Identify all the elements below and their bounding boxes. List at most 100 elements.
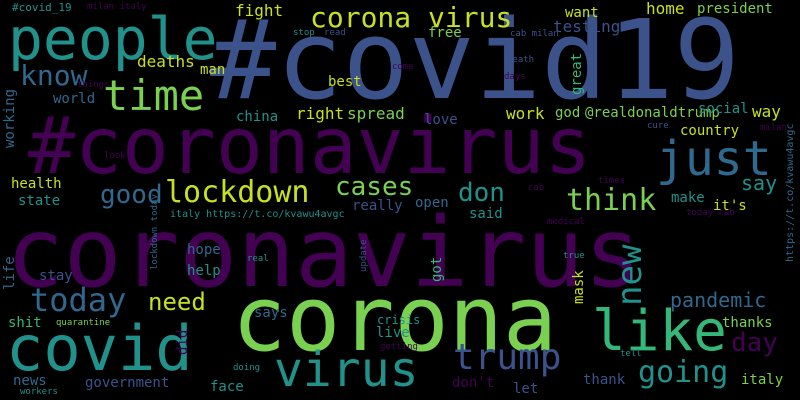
word-right: right	[296, 104, 345, 123]
word-got: got	[429, 256, 445, 282]
word-want: want	[565, 5, 599, 21]
word-corona-virus: corona virus	[310, 1, 513, 34]
word-just: just	[656, 131, 772, 187]
word-new: new	[610, 244, 650, 306]
word-testing: testing	[553, 17, 621, 36]
word-update: update	[359, 239, 369, 272]
word-deaths: deaths	[137, 52, 195, 71]
word-true: true	[563, 251, 585, 261]
word-real: real	[247, 254, 269, 264]
word-let: let	[513, 381, 539, 397]
word-life: life	[2, 256, 18, 290]
word-time: time	[103, 71, 205, 120]
word-said: said	[469, 206, 503, 222]
word-mask: mask	[571, 270, 587, 304]
word-stay: stay	[39, 268, 73, 284]
word-world: world	[53, 91, 96, 107]
word-government: government	[85, 375, 170, 391]
word-free: free	[428, 25, 462, 41]
word-president: president	[697, 1, 773, 17]
word-cure: cure	[647, 121, 669, 131]
word-face: face	[210, 379, 244, 395]
word-today-cab: today cab	[686, 208, 735, 218]
word-shit: shit	[8, 315, 42, 331]
word-thank: thank	[583, 372, 626, 388]
word-open: open	[415, 195, 449, 211]
word-did: did	[175, 329, 191, 355]
word-state: state	[18, 193, 61, 209]
word-health: health	[11, 176, 62, 192]
word-death: death	[507, 55, 535, 65]
word-think: think	[566, 183, 657, 218]
word-pandemic: pandemic	[670, 288, 767, 312]
word-coronavirus: coronavirus	[6, 197, 642, 309]
word-things: things	[77, 80, 110, 90]
word-days: days	[504, 72, 526, 82]
word-know: know	[20, 59, 88, 92]
word-workers: workers	[20, 387, 58, 397]
word-love: love	[424, 112, 458, 128]
word-thanks: thanks	[722, 315, 773, 331]
word-spread: spread	[347, 104, 405, 123]
word-hope: hope	[187, 242, 221, 258]
word-great: great	[569, 52, 585, 95]
word-live: live	[376, 325, 410, 341]
word-home: home	[646, 0, 685, 18]
word-tell: tell	[620, 349, 642, 359]
word-its: it's	[713, 198, 747, 214]
word-virus: virus	[274, 342, 419, 398]
word-say: say	[741, 171, 778, 195]
word-stop: stop	[293, 28, 315, 38]
word-quarantine: quarantine	[56, 318, 111, 328]
word-fight: fight	[235, 1, 284, 20]
word-lockdown-today: lockdown today	[150, 194, 160, 270]
word-today: today	[30, 281, 127, 319]
word-going: going	[638, 355, 729, 390]
word-like: like	[592, 299, 727, 364]
word-news: news	[13, 373, 47, 389]
word-realdonaldtrump: @realdonaldtrump	[585, 105, 720, 121]
word-china: china	[236, 109, 279, 125]
word-covid19-tag: #covid19	[210, 0, 740, 124]
word-don: don	[458, 178, 505, 208]
word-coronavirus-tag: #coronavirus	[28, 102, 592, 192]
word-says: says	[254, 305, 288, 321]
word-italy-link: italy https://t.co/kvawu4avgc	[170, 209, 345, 220]
word-cab: cab	[528, 183, 545, 193]
word-country: country	[680, 123, 740, 139]
word-working: working	[2, 88, 18, 148]
word-come: come	[392, 62, 414, 72]
word-make: make	[671, 190, 705, 206]
word-god: god	[555, 105, 581, 121]
word-work: work	[506, 104, 545, 123]
word-doing: doing	[233, 363, 261, 373]
word-cab-milan: cab milan	[510, 29, 559, 39]
word-social: social	[698, 101, 749, 117]
word-medical: medical	[547, 217, 585, 227]
word-covid: covid	[6, 312, 193, 385]
word-italy: italy	[741, 372, 784, 388]
word-look: look	[104, 151, 126, 161]
word-really: really	[352, 198, 403, 214]
word-getting: getting	[380, 342, 418, 352]
word-covid-19-tag: #covid_19	[12, 1, 72, 14]
word-milan-italy: milan italy	[87, 2, 147, 12]
word-help: help	[187, 263, 221, 279]
word-cases: cases	[335, 172, 414, 202]
word-people: people	[8, 5, 218, 73]
word-way: way	[752, 102, 781, 121]
word-lockdown: lockdown	[165, 175, 310, 210]
word-man: man	[200, 62, 226, 78]
word-trump: trump	[453, 337, 562, 378]
word-dont: don't	[452, 375, 495, 391]
word-good: good	[100, 180, 163, 210]
word-day: day	[731, 328, 778, 358]
word-need: need	[148, 288, 206, 316]
word-read: read	[324, 28, 346, 38]
word-corona: corona	[232, 267, 558, 372]
word-crisis: crisis	[377, 313, 421, 327]
word-best: best	[328, 74, 362, 90]
word-link-vertical: https://t.co/kvawu4avgc	[785, 123, 796, 262]
word-times: times	[598, 176, 626, 186]
